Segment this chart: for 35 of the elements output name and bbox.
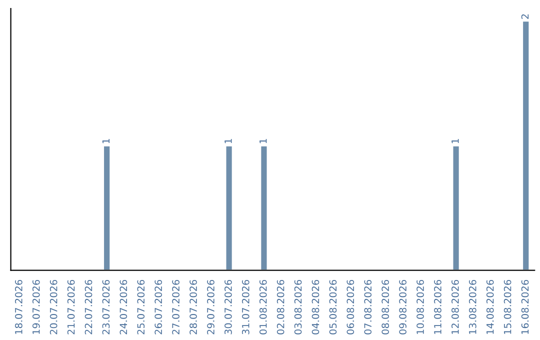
x-tick-label: 31.07.2026	[242, 280, 250, 334]
x-tick-label: 26.07.2026	[154, 280, 162, 334]
x-tick-label: 21.07.2026	[67, 280, 75, 334]
x-tick-label: 15.08.2026	[504, 280, 512, 334]
data-label: 1	[224, 138, 232, 144]
x-tick-label: 29.07.2026	[207, 280, 214, 334]
x-tick-label: 25.07.2026	[137, 280, 145, 334]
x-tick-label: 20.07.2026	[50, 280, 58, 334]
x-tick-label: 05.08.2026	[329, 280, 337, 334]
x-tick-label: 18.07.2026	[14, 280, 22, 334]
data-label: 2	[521, 14, 529, 19]
x-tick-label: 06.08.2026	[346, 280, 354, 334]
data-label: 1	[260, 138, 267, 144]
x-tick-label: 13.08.2026	[468, 280, 476, 334]
x-tick-label: 08.08.2026	[382, 280, 390, 334]
x-tick-label: 30.07.2026	[224, 280, 232, 334]
x-tick-label: 07.08.2026	[364, 280, 372, 334]
data-label: 1	[452, 138, 459, 144]
x-tick-label: 23.07.2026	[102, 280, 110, 334]
x-tick-label: 02.08.2026	[276, 280, 284, 334]
x-tick-label: 09.08.2026	[399, 280, 406, 334]
x-tick-label: 01.08.2026	[259, 280, 267, 334]
x-tick-label: 16.08.2026	[521, 280, 529, 334]
x-tick-label: 03.08.2026	[294, 280, 302, 334]
x-tick-label: 27.07.2026	[172, 280, 180, 334]
x-tick-label: 14.08.2026	[486, 280, 494, 334]
x-tick-label: 28.07.2026	[190, 280, 197, 334]
x-tick-label: 04.08.2026	[312, 280, 320, 334]
x-tick-label: 19.07.2026	[32, 280, 40, 334]
x-tick-label: 10.08.2026	[416, 280, 424, 334]
x-tick-label: 24.07.2026	[120, 280, 128, 334]
x-tick-label: 22.07.2026	[84, 280, 92, 334]
x-tick-label: 12.08.2026	[451, 280, 459, 334]
x-tick-label: 11.08.2026	[434, 280, 442, 334]
data-label: 1	[102, 138, 110, 144]
